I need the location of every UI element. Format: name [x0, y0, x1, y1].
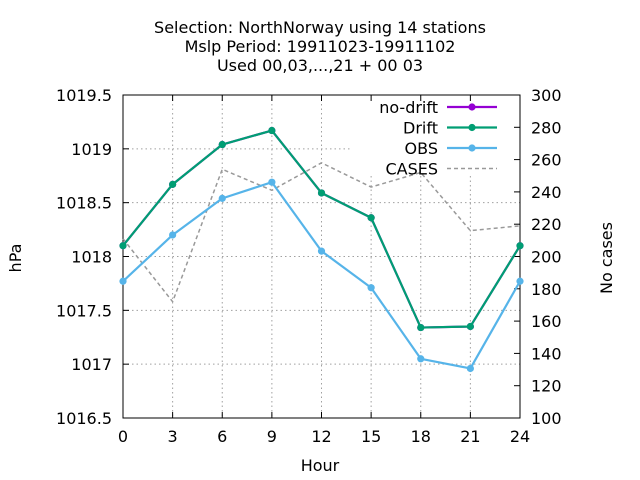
- legend-label-cases: CASES: [385, 160, 438, 179]
- legend-marker-obs: [468, 144, 476, 152]
- data-point-obs: [268, 178, 276, 186]
- legend-marker-drift: [468, 123, 476, 132]
- chart-title-line-1: Selection: NorthNorway using 14 stations: [154, 18, 486, 37]
- y2-axis-label: No cases: [597, 222, 616, 294]
- x-tick-label: 21: [460, 427, 480, 446]
- y-tick-label: 1017.5: [56, 301, 112, 320]
- y2-tick-label: 160: [531, 312, 562, 331]
- chart-title: Selection: NorthNorway using 14 stations…: [154, 18, 486, 75]
- data-point-drift: [417, 323, 425, 332]
- grid: [123, 95, 520, 418]
- x-tick-label: 15: [361, 427, 381, 446]
- x-tick-label: 6: [217, 427, 227, 446]
- y-tick-label: 1016.5: [56, 409, 112, 428]
- y-ticks: 1016.5 1017 1017.5 1018 1018.5 1019 1019.5: [56, 86, 129, 428]
- x-tick-label: 3: [168, 427, 178, 446]
- y2-tick-label: 180: [531, 280, 562, 299]
- y2-tick-label: 140: [531, 344, 562, 363]
- y2-tick-label: 300: [531, 86, 562, 105]
- y-tick-label: 1018.5: [56, 194, 112, 213]
- y2-tick-label: 240: [531, 183, 562, 202]
- x-tick-label: 9: [267, 427, 277, 446]
- x-tick-label: 12: [311, 427, 331, 446]
- data-point-drift: [516, 242, 524, 250]
- series-line-cases: [122, 162, 521, 303]
- legend-label-no-drift: no-drift: [379, 98, 438, 117]
- data-point-obs: [516, 277, 524, 285]
- legend-label-drift: Drift: [403, 119, 438, 138]
- y-tick-label: 1018: [71, 248, 112, 267]
- y-axis-label: hPa: [6, 244, 25, 273]
- x-ticks: 0 3 6 9 12 15 18 21 24: [118, 95, 530, 446]
- y-tick-label: 1019: [71, 140, 112, 159]
- y-tick-label: 1019.5: [56, 86, 112, 105]
- data-point-obs: [367, 284, 375, 292]
- x-axis-label: Hour: [301, 456, 340, 475]
- y2-tick-label: 280: [531, 118, 562, 137]
- chart-title-line-3: Used 00,03,...,21 + 00 03: [217, 56, 423, 75]
- chart-title-line-2: Mslp Period: 19911023-19911102: [185, 37, 456, 56]
- data-point-obs: [169, 231, 177, 239]
- y2-tick-label: 220: [531, 215, 562, 234]
- x-tick-label: 24: [510, 427, 530, 446]
- data-point-obs: [417, 355, 425, 363]
- x-tick-label: 18: [411, 427, 431, 446]
- y2-tick-label: 100: [531, 409, 562, 428]
- data-point-obs: [218, 194, 226, 202]
- data-point-drift: [367, 214, 375, 222]
- data-point-obs: [317, 247, 326, 255]
- legend-label-obs: OBS: [405, 139, 438, 158]
- legend-marker-no-drift: [468, 103, 476, 111]
- y2-ticks: 100 120 140 160 180 200 220 240 260 280 300: [514, 86, 562, 428]
- data-point-obs: [119, 277, 127, 285]
- y2-tick-label: 260: [531, 151, 562, 170]
- data-point-drift: [119, 242, 127, 250]
- y-tick-label: 1017: [71, 355, 112, 374]
- x-tick-label: 0: [118, 427, 128, 446]
- data-point-drift: [466, 322, 474, 331]
- y2-tick-label: 200: [531, 248, 562, 267]
- data-point-drift: [218, 140, 226, 149]
- data-point-drift: [268, 126, 276, 135]
- data-point-drift: [169, 180, 177, 188]
- series-group: [119, 126, 524, 373]
- y2-tick-label: 120: [531, 377, 562, 396]
- data-point-obs: [466, 364, 474, 373]
- data-point-drift: [317, 189, 326, 197]
